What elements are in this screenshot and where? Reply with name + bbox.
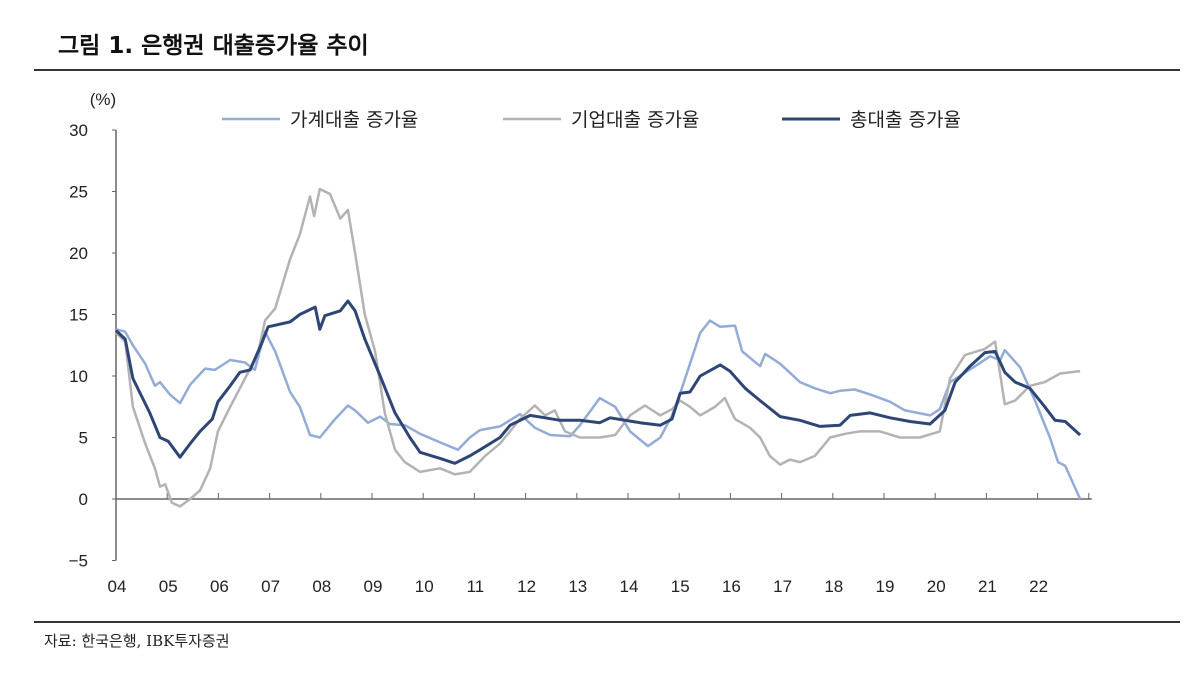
x-tick-label: 09 (364, 577, 383, 596)
top-rule (34, 69, 1180, 71)
x-tick-label: 13 (568, 577, 587, 596)
figure-title: 그림 1. 은행권 대출증가율 추이 (58, 33, 369, 59)
series-line-1 (115, 319, 1082, 500)
y-tick-label: 20 (69, 244, 88, 263)
x-tick-label: 08 (312, 577, 331, 596)
x-tick-label: 21 (978, 577, 997, 596)
y-tick-label: 5 (79, 429, 88, 448)
y-tick-label: 15 (69, 306, 88, 325)
series-line-3 (114, 299, 1082, 465)
y-tick-label: 10 (69, 367, 88, 386)
x-tick-label: 19 (876, 577, 895, 596)
x-tick-label: 17 (773, 577, 792, 596)
x-tick-label: 04 (108, 577, 127, 596)
x-tick-label: 22 (1029, 577, 1048, 596)
x-tick-label: 07 (261, 577, 280, 596)
y-tick-label: 25 (69, 183, 88, 202)
y-tick-label: 0 (79, 490, 88, 509)
y-tick-label: −5 (69, 552, 88, 571)
x-tick-label: 11 (467, 577, 485, 596)
series-line-2 (115, 187, 1081, 508)
x-tick-label: 16 (722, 577, 741, 596)
legend-label: 기업대출 증가율 (571, 109, 699, 131)
legend-label: 총대출 증가율 (850, 109, 961, 131)
x-tick-label: 18 (824, 577, 843, 596)
x-tick-label: 20 (927, 577, 946, 596)
source-note: 자료: 한국은행, IBK투자증권 (44, 632, 230, 650)
y-tick-label: 30 (69, 121, 88, 140)
x-tick-label: 06 (210, 577, 229, 596)
legend-label: 가계대출 증가율 (290, 109, 418, 131)
x-tick-label: 10 (415, 577, 434, 596)
x-tick-label: 05 (159, 577, 178, 596)
x-tick-label: 15 (671, 577, 690, 596)
bottom-rule (34, 621, 1180, 623)
y-axis-unit: (%) (90, 90, 116, 109)
x-tick-label: 14 (620, 577, 639, 596)
x-tick-label: 12 (517, 577, 536, 596)
